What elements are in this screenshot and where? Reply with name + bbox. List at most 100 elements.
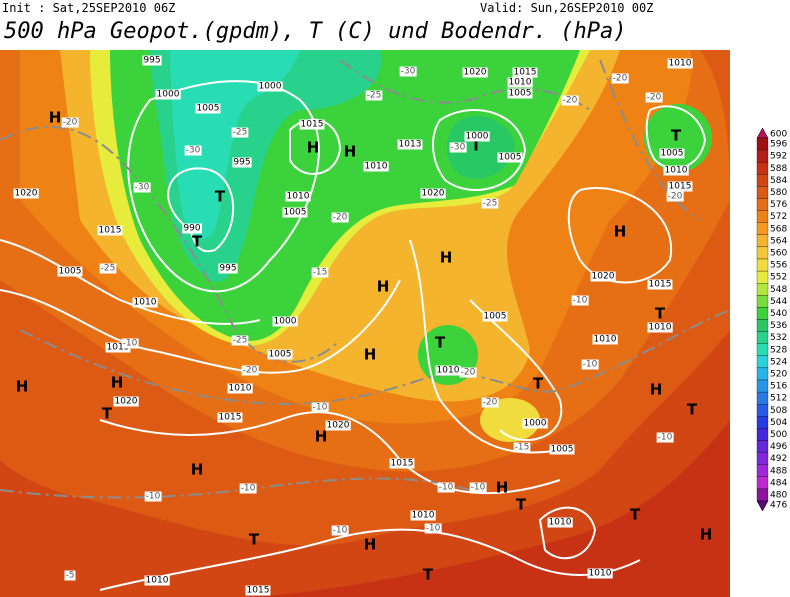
contour-label: 1010 (146, 576, 169, 586)
legend-label: 560 (770, 248, 787, 258)
label-box (464, 131, 490, 142)
contour-label: -20 (483, 398, 498, 408)
label-box (410, 510, 436, 521)
contour-label: -25 (233, 336, 248, 346)
contour-label: -20 (461, 368, 476, 378)
label-box (267, 349, 293, 360)
contour-label: 1010 (649, 323, 672, 333)
pressure-center: H (496, 479, 509, 497)
legend-swatch (756, 222, 769, 235)
label-box (561, 95, 579, 106)
pressure-center: T (102, 405, 113, 423)
isobar (99, 528, 641, 591)
label-box (399, 66, 417, 77)
isobar (469, 299, 563, 441)
legend-arrow-bottom (756, 500, 769, 512)
field (170, 50, 300, 239)
label-box (656, 432, 674, 443)
legend-label: 540 (770, 309, 787, 319)
label-box (325, 420, 351, 431)
isobar (645, 105, 707, 170)
label-box (132, 297, 158, 308)
contour-label: 1000 (274, 317, 297, 327)
label-box (257, 81, 283, 92)
contour-label: 1010 (509, 78, 532, 88)
label-box (142, 55, 162, 66)
legend-label: 496 (770, 442, 787, 452)
label-box (331, 212, 349, 223)
contour-label: 1013 (399, 140, 422, 150)
legend-swatch (756, 379, 769, 393)
label-box (571, 295, 589, 306)
pressure-center: H (344, 143, 357, 161)
label-box (241, 365, 259, 376)
label-box (587, 568, 613, 579)
contour-label: -10 (573, 296, 588, 306)
isobar (0, 239, 261, 325)
legend-swatch (756, 355, 769, 369)
legend-label: 536 (770, 321, 787, 331)
label-box (105, 342, 131, 353)
contour-label: -20 (613, 74, 628, 84)
pressure-center: H (191, 461, 204, 479)
contour-label: -10 (426, 524, 441, 534)
contour-label: 1005 (499, 153, 522, 163)
label-box (61, 117, 79, 128)
legend-label: 568 (770, 224, 787, 234)
label-box (459, 367, 477, 378)
label-box (666, 191, 684, 202)
legend-swatch (756, 270, 769, 284)
label-box (311, 402, 329, 413)
legend-label: 532 (770, 333, 787, 343)
legend-swatch (756, 319, 769, 332)
label-box (231, 127, 249, 138)
contour-label: -15 (313, 268, 328, 278)
label-box (507, 88, 533, 99)
label-box (647, 322, 673, 333)
label-box (331, 525, 349, 536)
contour-label: 1010 (287, 192, 310, 202)
contour-label: 1020 (464, 68, 487, 78)
contour-label: -30 (401, 67, 416, 77)
pressure-center: H (614, 223, 627, 241)
legend-swatch (756, 488, 769, 502)
legend-swatch (756, 162, 769, 175)
legend-swatch (756, 428, 769, 441)
pressure-center: T (533, 375, 544, 393)
legend-label: 552 (770, 273, 787, 283)
legend-swatch (756, 174, 769, 187)
legend-swatch (756, 186, 769, 199)
contour-label: 1020 (592, 272, 615, 282)
contour-label: 1005 (509, 89, 532, 99)
contour-label: 1010 (412, 511, 435, 521)
legend-swatch (756, 234, 769, 248)
label-box (365, 90, 383, 101)
label-box (231, 335, 249, 346)
legend-label: 592 (770, 152, 787, 162)
legend-swatch (756, 307, 769, 320)
pressure-center: T (423, 566, 434, 584)
isobar (538, 506, 597, 560)
contour-label: -10 (123, 339, 138, 349)
legend-swatch (756, 198, 769, 211)
label-box (155, 89, 181, 100)
label-box (239, 483, 257, 494)
pressure-center: H (440, 249, 453, 267)
legend-label: 576 (770, 200, 787, 210)
contour-label: -25 (483, 199, 498, 209)
pressure-center: T (687, 401, 698, 419)
contour-label: -30 (451, 143, 466, 153)
contour-label: -10 (333, 526, 348, 536)
map-title: 500 hPa Geopot.(gpdm), T (C) und Bodendr… (4, 19, 627, 44)
legend-label: 512 (770, 394, 787, 404)
label-box (195, 103, 221, 114)
pressure-center: H (49, 109, 62, 127)
label-box (667, 58, 693, 69)
contour-label: 1005 (484, 312, 507, 322)
legend-label: 564 (770, 236, 787, 246)
isotherm (19, 309, 730, 405)
legend-swatch (756, 258, 769, 272)
label-box (133, 182, 151, 193)
